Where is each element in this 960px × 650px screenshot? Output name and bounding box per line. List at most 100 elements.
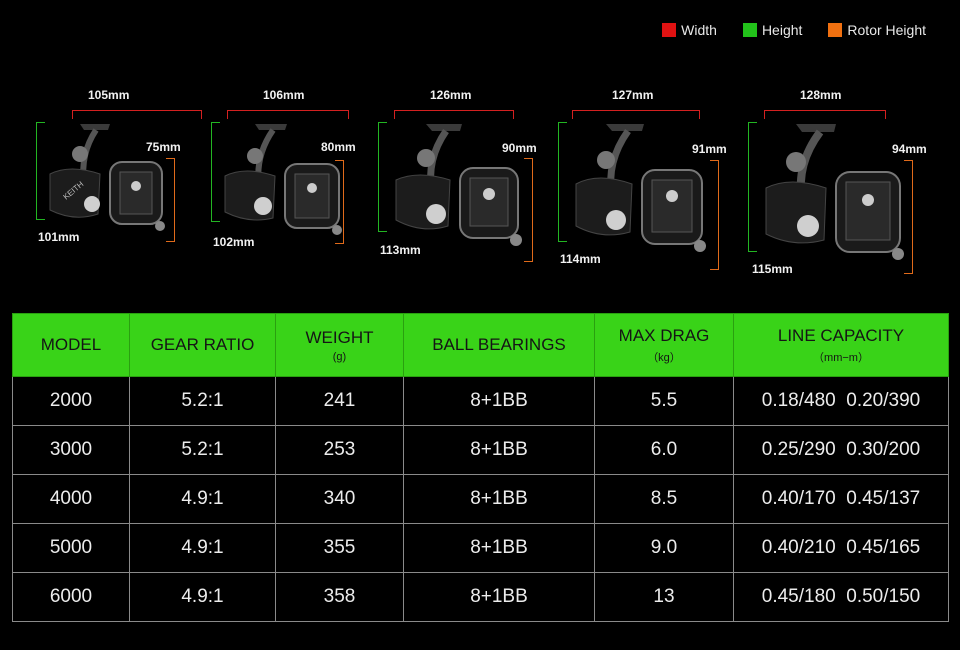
cell-model: 5000 xyxy=(12,523,130,573)
cell-weight: 358 xyxy=(275,572,404,622)
cell-weight: 253 xyxy=(275,425,404,475)
cell-max-drag: 5.5 xyxy=(594,376,734,426)
reel-height-label: 101mm xyxy=(38,230,80,244)
reel-width-marker xyxy=(72,110,202,119)
header-max-drag: MAX DRAG （kg） xyxy=(594,313,734,377)
legend-item-width: Width xyxy=(662,22,717,38)
cell-gear-ratio: 4.9:1 xyxy=(129,572,276,622)
reel-width-label: 127mm xyxy=(612,88,654,102)
reel-height-marker xyxy=(36,122,45,220)
cell-line-capacity: 0.40/210 0.45/165 xyxy=(733,523,949,573)
cell-gear-ratio: 5.2:1 xyxy=(129,376,276,426)
header-label: MAX DRAG xyxy=(618,325,710,345)
reel-rotor-label: 75mm xyxy=(146,140,181,154)
legend-item-rotor-height: Rotor Height xyxy=(828,22,926,38)
reel-rotor-marker xyxy=(335,160,344,244)
header-label: MODEL xyxy=(40,335,102,354)
reel-height-marker xyxy=(211,122,220,222)
reel-rotor-marker xyxy=(904,160,913,274)
cell-gear-ratio: 4.9:1 xyxy=(129,474,276,524)
reel-height-label: 102mm xyxy=(213,235,255,249)
cell-model: 3000 xyxy=(12,425,130,475)
specification-table: MODEL GEAR RATIO WEIGHT (g) BALL BEARINGS… xyxy=(12,313,949,622)
header-unit: (g) xyxy=(332,350,347,363)
legend: Width Height Rotor Height xyxy=(662,22,926,38)
legend-swatch-width xyxy=(662,23,677,37)
cell-max-drag: 13 xyxy=(594,572,734,622)
spinning-reel-image: KEITH xyxy=(49,124,165,231)
reel-width-marker xyxy=(227,110,349,119)
cell-weight: 355 xyxy=(275,523,404,573)
table-header-row: MODEL GEAR RATIO WEIGHT (g) BALL BEARINGS… xyxy=(12,313,949,377)
reel-rotor-marker xyxy=(166,158,175,242)
spinning-reel-image xyxy=(575,124,706,252)
reel-width-label: 126mm xyxy=(430,88,472,102)
reel-rotor-label: 94mm xyxy=(892,142,927,156)
reel-5000-dimensions: 127mm 114mm 91mm xyxy=(552,80,742,275)
cell-weight: 241 xyxy=(275,376,404,426)
spinning-reel-image xyxy=(224,124,342,235)
legend-item-height: Height xyxy=(742,22,803,38)
header-line-capacity: LINE CAPACITY （mm−m） xyxy=(733,313,949,377)
cell-line-capacity: 0.25/290 0.30/200 xyxy=(733,425,949,475)
cell-ball-bearings: 8+1BB xyxy=(403,523,595,573)
reel-width-marker xyxy=(764,110,886,119)
cell-max-drag: 6.0 xyxy=(594,425,734,475)
legend-label-rotor-height: Rotor Height xyxy=(847,22,926,38)
cell-max-drag: 8.5 xyxy=(594,474,734,524)
table-row: 3000 5.2:1 253 8+1BB 6.0 0.25/290 0.30/2… xyxy=(12,425,949,475)
cell-ball-bearings: 8+1BB xyxy=(403,425,595,475)
legend-swatch-rotor-height xyxy=(828,23,843,37)
reel-width-marker xyxy=(394,110,514,119)
reel-height-label: 114mm xyxy=(560,252,601,266)
reel-height-marker xyxy=(748,122,757,252)
header-unit: （kg） xyxy=(647,351,681,364)
table-row: 5000 4.9:1 355 8+1BB 9.0 0.40/210 0.45/1… xyxy=(12,523,949,573)
cell-model: 2000 xyxy=(12,376,130,426)
table-row: 4000 4.9:1 340 8+1BB 8.5 0.40/170 0.45/1… xyxy=(12,474,949,524)
header-label: LINE CAPACITY xyxy=(777,325,905,345)
legend-label-height: Height xyxy=(761,22,803,38)
reel-rotor-label: 80mm xyxy=(321,140,356,154)
cell-line-capacity: 0.18/480 0.20/390 xyxy=(733,376,949,426)
spinning-reel-image xyxy=(765,124,904,260)
cell-gear-ratio: 5.2:1 xyxy=(129,425,276,475)
reel-rotor-marker xyxy=(710,160,719,270)
header-label: GEAR RATIO xyxy=(150,335,255,354)
legend-swatch-height xyxy=(742,23,757,37)
cell-max-drag: 9.0 xyxy=(594,523,734,573)
reel-rotor-label: 90mm xyxy=(502,141,537,155)
reel-3000-dimensions: 106mm 102mm 80mm xyxy=(205,80,380,255)
reel-width-marker xyxy=(572,110,700,119)
cell-model: 6000 xyxy=(12,572,130,622)
legend-label-width: Width xyxy=(681,22,717,38)
header-label: BALL BEARINGS xyxy=(432,335,566,354)
cell-ball-bearings: 8+1BB xyxy=(403,572,595,622)
table-row: 2000 5.2:1 241 8+1BB 5.5 0.18/480 0.20/3… xyxy=(12,376,949,426)
header-label: WEIGHT xyxy=(305,327,374,347)
cell-model: 4000 xyxy=(12,474,130,524)
reel-width-label: 105mm xyxy=(88,88,130,102)
cell-ball-bearings: 8+1BB xyxy=(403,376,595,426)
reel-4000-dimensions: 126mm 113mm 90mm xyxy=(372,80,552,265)
header-model: MODEL xyxy=(12,313,130,377)
cell-line-capacity: 0.40/170 0.45/137 xyxy=(733,474,949,524)
reel-width-label: 128mm xyxy=(800,88,842,102)
reel-rotor-label: 91mm xyxy=(692,142,727,156)
header-unit: （mm−m） xyxy=(813,351,869,364)
header-weight: WEIGHT (g) xyxy=(275,313,404,377)
cell-ball-bearings: 8+1BB xyxy=(403,474,595,524)
table-row: 6000 4.9:1 358 8+1BB 13 0.45/180 0.50/15… xyxy=(12,572,949,622)
cell-weight: 340 xyxy=(275,474,404,524)
reel-width-label: 106mm xyxy=(263,88,305,102)
reel-height-marker xyxy=(378,122,387,232)
reel-height-label: 113mm xyxy=(380,243,421,257)
header-gear-ratio: GEAR RATIO xyxy=(129,313,276,377)
header-ball-bearings: BALL BEARINGS xyxy=(403,313,595,377)
spinning-reel-image xyxy=(395,124,522,246)
reel-2000-dimensions: 105mm 101mm 75mm KEITH xyxy=(30,80,202,250)
reel-height-marker xyxy=(558,122,567,242)
reel-6000-dimensions: 128mm 115mm 94mm xyxy=(742,80,942,285)
reel-rotor-marker xyxy=(524,158,533,262)
reel-height-label: 115mm xyxy=(752,262,793,276)
